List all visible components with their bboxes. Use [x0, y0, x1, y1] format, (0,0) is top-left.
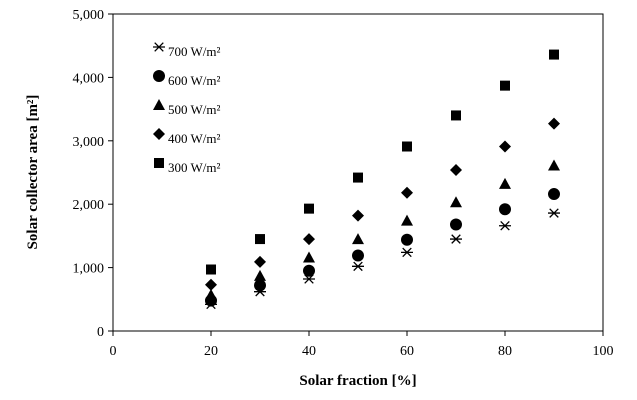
- y-tick-label: 4,000: [73, 71, 105, 86]
- data-point-circle: [450, 218, 462, 231]
- legend-label: 300 W/m²: [168, 160, 221, 175]
- data-point-triangle: [352, 233, 364, 245]
- data-point-asterisk: [548, 208, 560, 218]
- y-tick-label: 5,000: [73, 8, 105, 23]
- y-axis-title: Solar collector area [m²]: [25, 95, 41, 250]
- data-point-square: [402, 141, 412, 152]
- y-tick-label: 0: [97, 325, 104, 340]
- data-point-triangle: [205, 288, 217, 300]
- x-tick-label: 100: [593, 344, 614, 359]
- x-tick-label: 20: [204, 344, 218, 359]
- y-tick-label: 3,000: [73, 135, 105, 150]
- data-point-diamond: [205, 278, 217, 291]
- legend: 700 W/m² 600 W/m² 500 W/m² 400 W/m² 300 W/m²: [153, 42, 221, 175]
- data-point-triangle: [450, 196, 462, 208]
- data-point-triangle: [401, 214, 413, 226]
- data-point-circle: [548, 188, 560, 201]
- data-point-diamond: [548, 117, 560, 130]
- data-point-circle: [401, 233, 413, 246]
- data-point-square: [206, 264, 216, 275]
- data-point-square: [304, 203, 314, 214]
- x-tick-label: 40: [302, 344, 316, 359]
- data-point-square: [255, 234, 265, 245]
- legend-marker-asterisk: [153, 42, 165, 52]
- data-point-square: [451, 110, 461, 121]
- legend-marker-diamond: [153, 128, 165, 140]
- y-tick-label: 1,000: [73, 262, 105, 277]
- data-point-triangle: [499, 177, 511, 189]
- data-point-triangle: [548, 159, 560, 171]
- legend-marker-triangle: [153, 99, 165, 110]
- data-point-diamond: [450, 163, 462, 176]
- data-point-circle: [352, 249, 364, 262]
- data-point-circle: [254, 279, 266, 292]
- x-tick-label: 60: [400, 344, 414, 359]
- x-axis-title: Solar fraction [%]: [299, 373, 416, 389]
- data-point-circle: [499, 203, 511, 216]
- data-point-asterisk: [450, 234, 462, 244]
- data-point-asterisk: [352, 261, 364, 272]
- data-point-diamond: [303, 233, 315, 246]
- data-point-diamond: [254, 255, 266, 268]
- x-tick-label: 80: [498, 344, 512, 359]
- legend-marker-square: [154, 158, 164, 168]
- tick-group: [108, 13, 604, 336]
- plot-area: [112, 13, 604, 332]
- y-tick-label: 2,000: [73, 198, 105, 213]
- data-point-square: [500, 80, 510, 91]
- data-point-asterisk: [303, 274, 315, 284]
- legend-label: 500 W/m²: [168, 102, 221, 117]
- data-point-asterisk: [499, 220, 511, 231]
- data-point-diamond: [352, 209, 364, 222]
- x-tick-label: 0: [110, 344, 117, 359]
- data-point-square: [549, 49, 559, 60]
- data-point-triangle: [303, 251, 315, 263]
- legend-label: 700 W/m²: [168, 44, 221, 59]
- data-point-diamond: [401, 186, 413, 199]
- data-points: [205, 49, 560, 310]
- legend-label: 600 W/m²: [168, 73, 221, 88]
- data-point-diamond: [499, 140, 511, 153]
- legend-label: 400 W/m²: [168, 131, 221, 146]
- data-point-square: [353, 172, 363, 183]
- data-point-asterisk: [401, 247, 413, 258]
- legend-marker-circle: [153, 70, 165, 82]
- data-point-circle: [303, 264, 315, 277]
- tick-label-group: 0 20 40 60 80 100 0 1,000 2,000 3,000 4,000 5,000: [73, 8, 614, 359]
- data-point-triangle: [254, 269, 266, 281]
